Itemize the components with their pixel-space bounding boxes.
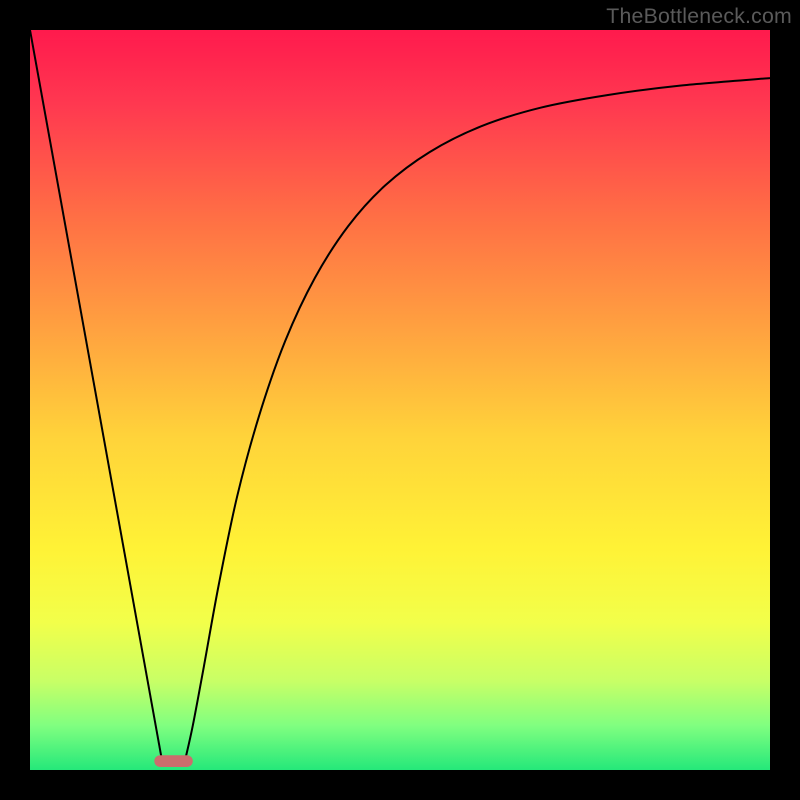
figure-container: TheBottleneck.com [0, 0, 800, 800]
watermark-text: TheBottleneck.com [606, 4, 792, 29]
plot-background-gradient [30, 30, 770, 770]
chart-svg [0, 0, 800, 800]
bottom-marker [154, 755, 192, 767]
